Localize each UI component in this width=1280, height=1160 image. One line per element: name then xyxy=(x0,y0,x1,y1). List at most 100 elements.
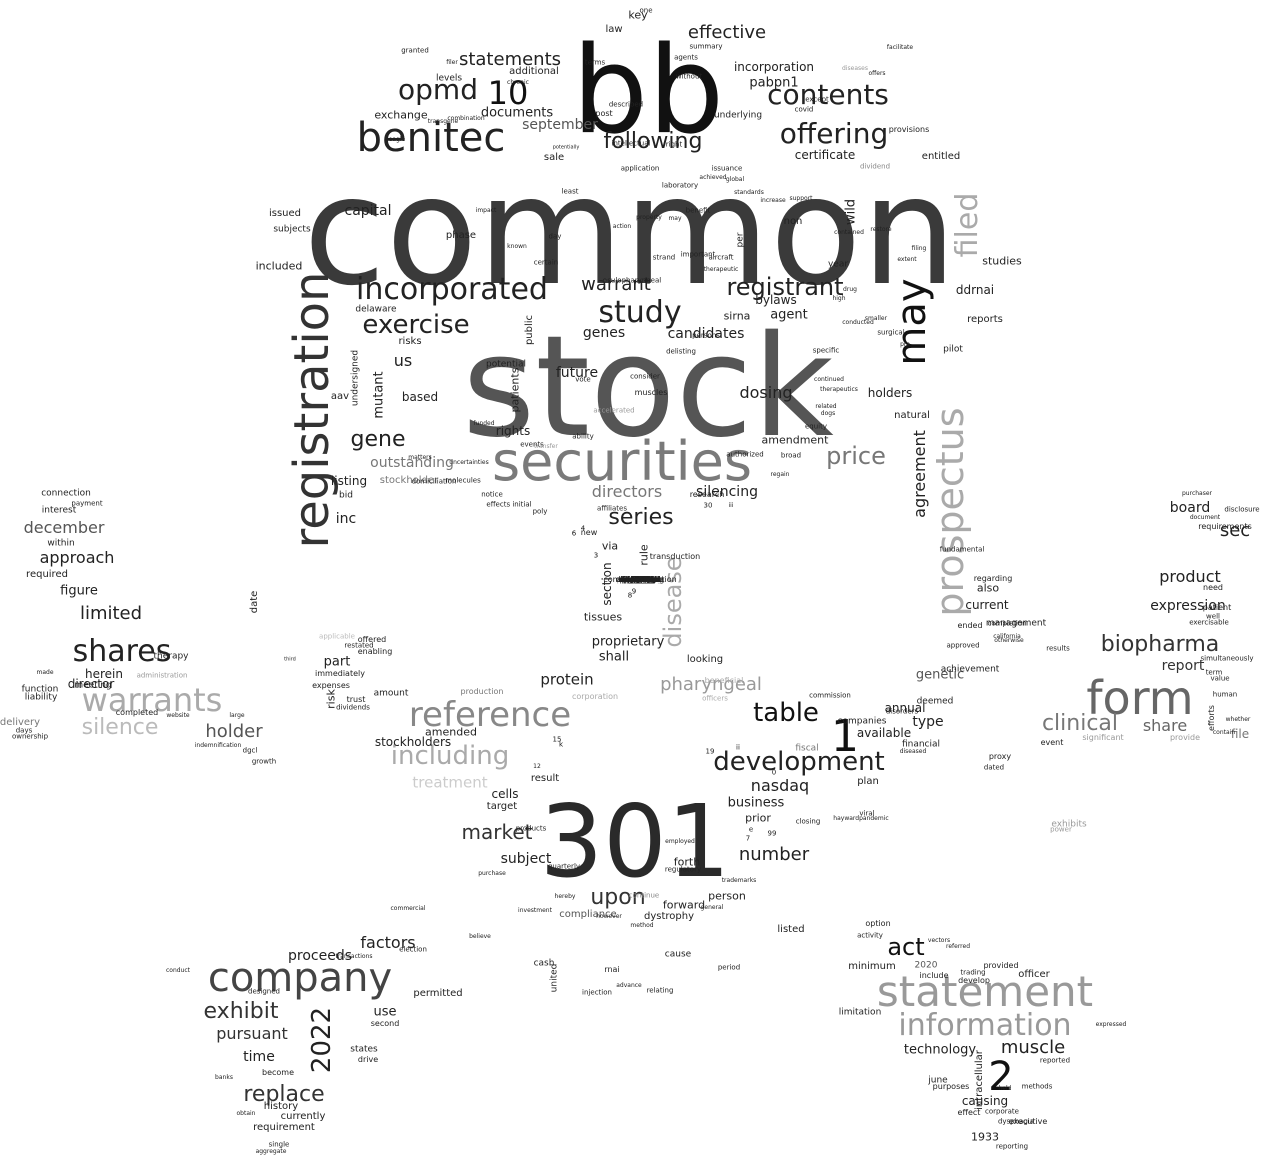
word-447: capable xyxy=(624,575,656,584)
word-104: based xyxy=(401,390,439,404)
word-300: results xyxy=(1046,644,1070,653)
word-458: program xyxy=(622,575,658,584)
word-353: consider xyxy=(630,372,660,381)
word-205: website xyxy=(166,712,190,719)
word-57: nasdaq xyxy=(750,776,810,795)
word-408: long xyxy=(631,575,649,584)
word-268: vectors xyxy=(927,937,951,944)
word-274: dysphagia xyxy=(997,1117,1035,1126)
word-78: technology xyxy=(903,1042,977,1058)
word-160: june xyxy=(928,1075,948,1086)
word-381: smaller xyxy=(864,315,888,322)
word-399: action xyxy=(612,223,632,230)
word-432: timing xyxy=(627,575,653,584)
word-411: 1b xyxy=(634,575,646,584)
word-258: second xyxy=(370,1019,400,1028)
word-126: looking xyxy=(686,654,724,665)
word-77: genetic xyxy=(915,667,965,683)
word-169: dystrophy xyxy=(643,911,695,922)
word-421: q xyxy=(637,575,643,584)
word-227: 6 xyxy=(571,529,577,538)
word-303: companies xyxy=(837,716,887,727)
word-166: cash xyxy=(533,958,555,969)
word-419: set xyxy=(633,575,647,584)
word-191: required xyxy=(26,569,68,580)
word-230: k xyxy=(558,740,564,749)
word-487: carefully xyxy=(622,575,658,584)
word-460: plus xyxy=(631,575,649,584)
word-245: quarterly xyxy=(547,862,581,871)
word-34: clinical xyxy=(1041,711,1119,736)
word-483: unless xyxy=(627,575,653,584)
word-473: vitro xyxy=(630,575,650,584)
word-195: function xyxy=(21,684,59,695)
word-44: effective xyxy=(687,22,767,43)
word-255: election xyxy=(399,945,427,954)
word-489: parent xyxy=(626,575,654,584)
word-259: drive xyxy=(357,1055,379,1064)
word-398: property xyxy=(636,214,662,221)
word-377: therapeutics xyxy=(820,386,858,393)
word-475: eligible xyxy=(625,575,655,584)
word-439: appropriate xyxy=(616,575,664,584)
word-273: methods xyxy=(1021,1082,1053,1091)
word-119: result xyxy=(530,773,560,784)
word-312: held xyxy=(998,1085,1012,1092)
word-350: therapeutic xyxy=(703,266,739,273)
word-270: trading xyxy=(960,968,986,977)
word-219: corporation xyxy=(571,692,619,701)
word-247: hereby xyxy=(554,893,576,900)
word-203: ownership xyxy=(11,732,49,741)
word-314: corporate xyxy=(985,1107,1019,1116)
word-344: impact xyxy=(475,207,497,214)
word-307: haywardpandemic xyxy=(833,815,889,822)
word-436: pending xyxy=(623,575,657,584)
word-336: granted xyxy=(401,46,429,55)
word-178: management xyxy=(985,618,1047,629)
word-461: lead xyxy=(631,575,649,584)
word-455: full xyxy=(633,575,647,584)
word-310: power xyxy=(1050,825,1072,834)
word-225: 3 xyxy=(593,551,599,560)
word-500: accession xyxy=(620,575,660,584)
word-224: new xyxy=(580,528,598,537)
word-431: sold xyxy=(631,575,649,584)
word-213: dividends xyxy=(336,703,370,712)
word-109: also xyxy=(976,581,1000,595)
word-326: described xyxy=(608,100,644,109)
word-221: beneficial xyxy=(704,676,744,685)
word-385: drug xyxy=(843,286,857,293)
word-289: disclosure xyxy=(1224,505,1260,514)
word-373: broad xyxy=(780,451,802,460)
word-122: via xyxy=(601,539,619,553)
word-46: number xyxy=(738,844,810,865)
word-168: rnai xyxy=(604,965,620,974)
word-263: aggregate xyxy=(255,1148,287,1155)
word-172: plan xyxy=(857,776,879,787)
word-410: 14 xyxy=(634,575,646,584)
word-14: warrants xyxy=(81,681,223,719)
word-378: continued xyxy=(814,376,844,383)
word-25: including xyxy=(390,741,510,771)
word-423: progression xyxy=(616,575,664,584)
word-294: term xyxy=(1205,668,1223,677)
word-349: aircraft xyxy=(708,253,734,262)
word-340: combination xyxy=(447,115,485,122)
word-472: control xyxy=(626,575,654,584)
word-403: together xyxy=(622,575,658,584)
word-198: therapy xyxy=(153,651,189,662)
word-129: year xyxy=(827,259,849,270)
word-56: sec xyxy=(1219,520,1251,541)
word-176: ended xyxy=(957,621,983,630)
word-107: herein xyxy=(85,667,123,681)
word-26: registrant xyxy=(726,273,844,301)
word-135: entitled xyxy=(921,151,961,162)
word-296: efforts xyxy=(1207,705,1216,731)
word-433: behalf xyxy=(627,575,653,584)
word-257: conduct xyxy=(165,967,191,974)
word-113: prior xyxy=(745,811,771,825)
word-422: p xyxy=(637,575,643,584)
word-275: reporting xyxy=(995,1142,1029,1151)
word-367: poly xyxy=(532,507,548,516)
word-202: days xyxy=(15,726,33,735)
